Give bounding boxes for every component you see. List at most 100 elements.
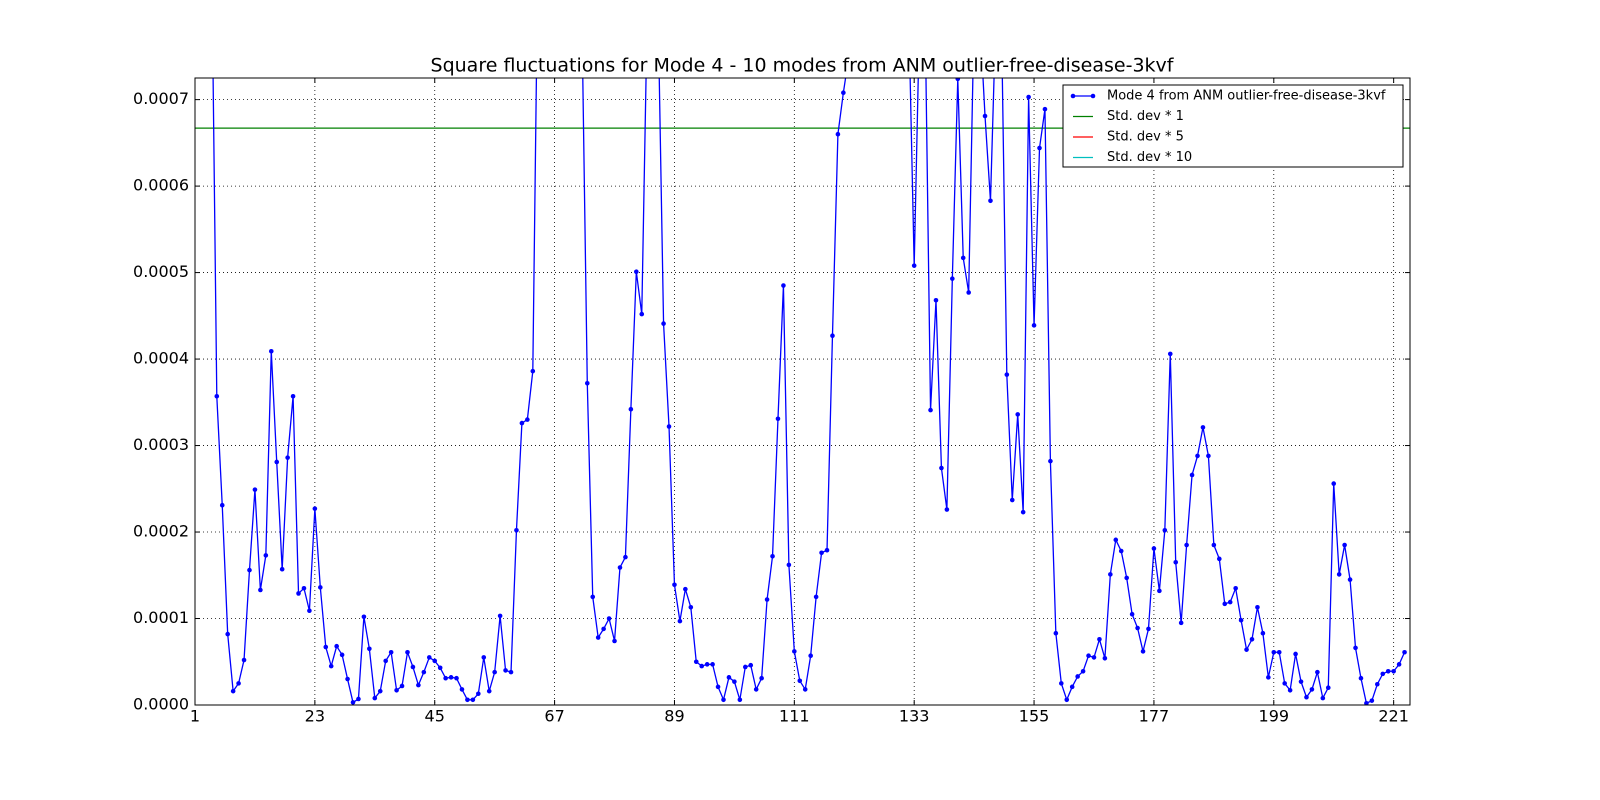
- data-point: [383, 658, 388, 664]
- data-point: [312, 506, 318, 511]
- data-point: [1282, 681, 1287, 686]
- x-tick-label: 199: [1259, 707, 1290, 726]
- data-point: [1053, 630, 1059, 636]
- data-point: [274, 459, 280, 465]
- data-point: [732, 679, 737, 684]
- data-point: [1227, 599, 1233, 605]
- data-point: [1336, 572, 1342, 577]
- data-point: [1364, 700, 1369, 705]
- data-point: [285, 455, 290, 460]
- legend-box: [1062, 84, 1404, 168]
- data-point: [1255, 604, 1260, 610]
- chart-title: Square fluctuations for Mode 4 - 10 mode…: [431, 55, 1175, 77]
- data-point: [601, 626, 606, 632]
- data-point: [683, 586, 688, 592]
- y-tick-label: 0.0002: [133, 522, 189, 541]
- data-point: [1375, 681, 1380, 687]
- data-point: [797, 678, 803, 684]
- data-point: [465, 697, 470, 703]
- data-point: [1129, 611, 1135, 617]
- data-point: [1031, 323, 1037, 328]
- data-point: [345, 676, 350, 682]
- data-point: [1287, 687, 1293, 693]
- data-point: [1402, 649, 1407, 655]
- data-point: [279, 566, 285, 572]
- data-point: [405, 649, 410, 655]
- data-point: [693, 659, 699, 665]
- data-point: [677, 618, 683, 624]
- data-point: [1124, 575, 1129, 581]
- series-line: [212, 78, 1406, 705]
- data-point: [764, 597, 770, 602]
- x-tick-label: 67: [544, 707, 564, 726]
- data-point: [448, 675, 454, 680]
- data-point: [241, 657, 247, 663]
- data-point: [1249, 636, 1255, 642]
- data-point: [290, 393, 296, 399]
- legend-label: Std. dev * 1: [1107, 109, 1184, 124]
- y-tick-label: 0.0007: [133, 89, 189, 108]
- data-point: [252, 487, 258, 492]
- data-point: [911, 263, 917, 268]
- data-point: [704, 662, 710, 667]
- data-point: [301, 585, 307, 591]
- data-point: [1206, 453, 1211, 459]
- data-point: [296, 591, 301, 596]
- data-point: [1037, 145, 1042, 151]
- data-point: [715, 684, 721, 690]
- data-point: [786, 562, 792, 568]
- data-point: [399, 683, 405, 689]
- data-point: [661, 321, 666, 326]
- data-point: [334, 643, 339, 649]
- data-point: [459, 687, 465, 692]
- ticks: 1 23 45 67 89 111 133 155 177 199 221 0.0000 0.0001 0…: [133, 78, 1410, 726]
- data-point: [1211, 542, 1217, 548]
- x-tick-label: 45: [425, 707, 445, 726]
- data-point: [377, 688, 383, 694]
- data-point: [481, 655, 487, 660]
- data-point: [258, 587, 263, 593]
- data-point: [372, 695, 378, 701]
- legend-label: Std. dev * 5: [1107, 130, 1184, 145]
- data-point: [933, 297, 939, 303]
- data-point: [1042, 106, 1048, 112]
- y-tick-label: 0.0000: [133, 695, 189, 714]
- data-point: [492, 669, 497, 675]
- data-point: [808, 653, 813, 659]
- data-point: [350, 700, 356, 705]
- data-point: [247, 567, 252, 573]
- data-point: [710, 662, 715, 667]
- data-point: [1369, 698, 1375, 703]
- x-tick-label: 1: [190, 707, 200, 726]
- data-point: [1086, 653, 1091, 659]
- data-point: [508, 669, 514, 675]
- data-point: [1380, 671, 1386, 677]
- data-point: [437, 665, 443, 671]
- data-point: [1244, 647, 1249, 652]
- data-point: [781, 283, 786, 288]
- x-tick-label: 155: [1019, 707, 1050, 726]
- data-point: [1140, 649, 1146, 654]
- data-point: [617, 565, 623, 570]
- data-point: [950, 276, 955, 281]
- data-point: [410, 664, 416, 670]
- data-point: [219, 502, 225, 508]
- y-tick-label: 0.0003: [133, 435, 189, 454]
- data-point: [726, 675, 732, 680]
- data-point: [1151, 546, 1157, 551]
- data-point: [1113, 537, 1119, 543]
- data-point: [1276, 649, 1282, 655]
- data-point: [612, 638, 617, 644]
- data-point: [634, 269, 639, 275]
- legend-label: Mode 4 from ANM outlier-free-disease-3kv…: [1107, 89, 1386, 104]
- data-point: [339, 652, 345, 658]
- data-point: [1097, 636, 1102, 642]
- data-point: [1064, 697, 1070, 703]
- data-point: [328, 663, 334, 669]
- x-tick-label: 111: [779, 707, 810, 726]
- data-point: [1385, 668, 1391, 674]
- data-point: [426, 655, 432, 660]
- data-point: [476, 691, 481, 697]
- data-point: [628, 406, 634, 412]
- data-point: [388, 649, 394, 655]
